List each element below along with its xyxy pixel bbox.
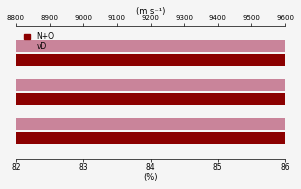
Bar bbox=[16, 79, 301, 91]
Bar bbox=[16, 93, 301, 105]
X-axis label: (m s⁻¹): (m s⁻¹) bbox=[136, 7, 165, 16]
X-axis label: (%): (%) bbox=[143, 173, 158, 182]
Bar bbox=[16, 118, 301, 130]
Bar bbox=[16, 40, 301, 52]
Legend: N+O, νD: N+O, νD bbox=[23, 31, 56, 53]
Bar bbox=[16, 132, 301, 144]
Bar bbox=[16, 53, 301, 66]
